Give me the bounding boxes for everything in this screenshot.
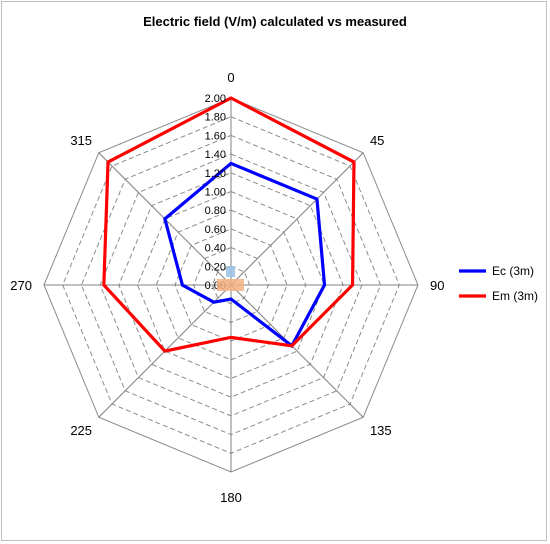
tick-label-6: 1.20 bbox=[205, 168, 226, 180]
category-label-90: 90 bbox=[430, 278, 444, 293]
tick-label-2: 0.40 bbox=[205, 243, 226, 255]
category-label-270: 270 bbox=[10, 278, 32, 293]
spoke-45 bbox=[230, 152, 364, 286]
tick-label-8: 1.60 bbox=[205, 130, 226, 142]
tick-label-5: 1.00 bbox=[205, 187, 226, 199]
category-label-315: 315 bbox=[70, 133, 92, 148]
legend-label-ec: Ec (3m) bbox=[492, 264, 534, 278]
center-marker bbox=[217, 279, 244, 291]
chart-title: Electric field (V/m) calculated vs measu… bbox=[143, 14, 407, 29]
category-label-225: 225 bbox=[70, 423, 92, 438]
legend: Ec (3m) Em (3m) bbox=[459, 264, 538, 303]
category-label-135: 135 bbox=[370, 423, 392, 438]
tick-label-3: 0.60 bbox=[205, 224, 226, 236]
tick-label-10: 2.00 bbox=[205, 93, 226, 105]
series-line-ec bbox=[163, 161, 327, 349]
category-label-180: 180 bbox=[220, 490, 242, 505]
radar-labels: 0.000.200.400.600.801.001.201.401.601.80… bbox=[10, 70, 444, 505]
center-marker-small bbox=[226, 266, 235, 277]
category-label-0: 0 bbox=[227, 70, 234, 85]
tick-label-4: 0.80 bbox=[205, 205, 226, 217]
tick-label-9: 1.80 bbox=[205, 112, 226, 124]
legend-label-em: Em (3m) bbox=[492, 289, 538, 303]
category-label-45: 45 bbox=[370, 133, 384, 148]
tick-label-1: 0.20 bbox=[205, 261, 226, 273]
spoke-135 bbox=[230, 284, 364, 418]
radar-series bbox=[102, 96, 356, 353]
series-line-em bbox=[102, 96, 356, 353]
tick-label-7: 1.40 bbox=[205, 149, 226, 161]
